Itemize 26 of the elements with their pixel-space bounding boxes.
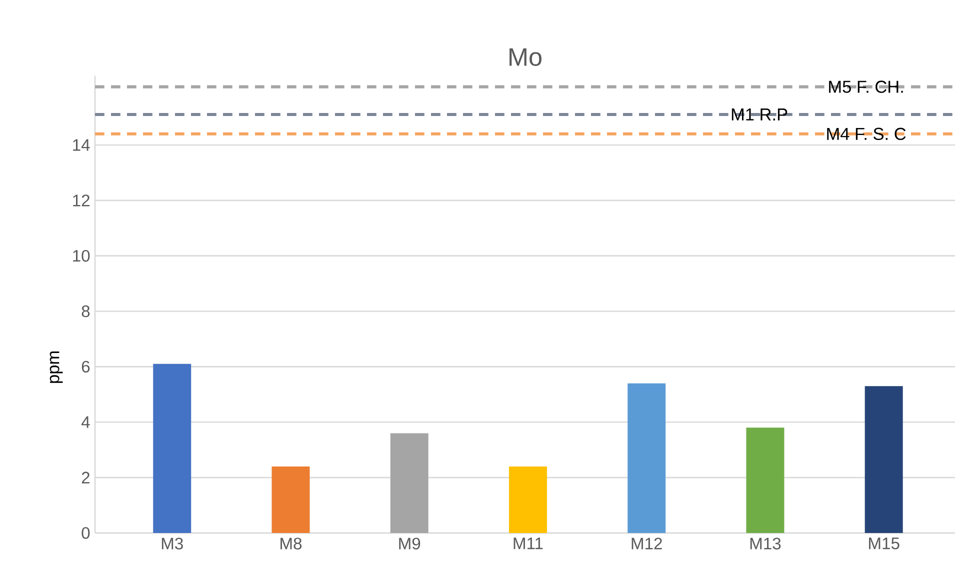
bar — [390, 433, 428, 533]
bar — [628, 383, 666, 533]
bar — [864, 386, 903, 533]
x-tick-label: M15 — [869, 538, 900, 550]
chart-title: Mo — [510, 48, 542, 66]
ref-line-label: M5 F. CH. — [829, 80, 903, 93]
bar — [746, 428, 784, 533]
bar — [153, 364, 192, 533]
y-tick-label: 6 — [82, 360, 90, 373]
bar — [272, 466, 310, 533]
y-tick-label: 4 — [81, 416, 90, 428]
x-tick-label: M9 — [399, 538, 420, 550]
x-tick-label: M8 — [280, 538, 302, 550]
x-tick-label: M12 — [632, 538, 662, 550]
x-tick-label: M11 — [514, 538, 543, 550]
bar — [508, 466, 547, 533]
x-tick-label: M13 — [750, 538, 781, 550]
y-tick-label: 2 — [82, 472, 90, 484]
y-tick-label: 12 — [73, 194, 90, 206]
ref-line-label: M1 R.P — [732, 108, 788, 120]
y-tick-label: 0 — [82, 527, 90, 539]
y-axis-title: ppm — [50, 352, 63, 383]
x-tick-label: M3 — [162, 538, 183, 550]
y-tick-label: 8 — [82, 305, 90, 318]
y-tick-label: 10 — [73, 250, 90, 262]
y-tick-label: 14 — [73, 139, 90, 151]
